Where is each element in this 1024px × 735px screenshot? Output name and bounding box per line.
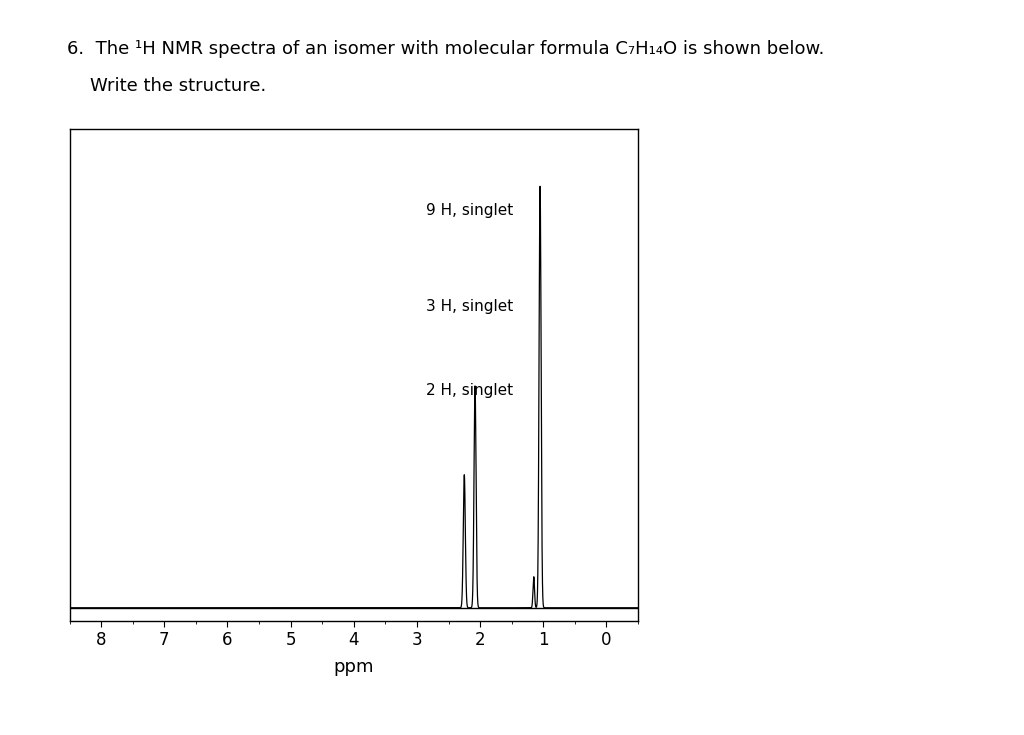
Text: 2 H, singlet: 2 H, singlet	[426, 383, 513, 398]
Text: Write the structure.: Write the structure.	[67, 77, 266, 95]
Text: 6.  The ¹H NMR spectra of an isomer with molecular formula C₇H₁₄O is shown below: 6. The ¹H NMR spectra of an isomer with …	[67, 40, 824, 58]
X-axis label: ppm: ppm	[334, 658, 374, 675]
Text: 9 H, singlet: 9 H, singlet	[426, 203, 514, 218]
Text: 3 H, singlet: 3 H, singlet	[426, 298, 514, 314]
